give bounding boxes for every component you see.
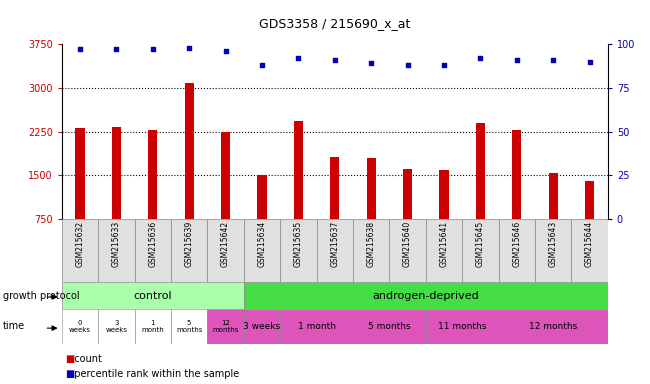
- Bar: [62, 309, 98, 344]
- Text: GDS3358 / 215690_x_at: GDS3358 / 215690_x_at: [259, 17, 410, 30]
- Bar: [426, 219, 462, 282]
- Bar: [389, 219, 426, 282]
- Bar: [98, 219, 135, 282]
- Text: GSM215642: GSM215642: [221, 221, 230, 267]
- Bar: [244, 282, 608, 309]
- Bar: [244, 219, 280, 282]
- Text: GSM215639: GSM215639: [185, 221, 194, 267]
- Bar: [244, 309, 280, 344]
- Bar: [148, 130, 157, 263]
- Text: control: control: [133, 291, 172, 301]
- Text: androgen-deprived: androgen-deprived: [372, 291, 479, 301]
- Bar: [135, 309, 171, 344]
- Text: ■: ■: [65, 354, 74, 364]
- Bar: [512, 130, 521, 263]
- Bar: [280, 309, 353, 344]
- Point: [475, 55, 486, 61]
- Text: percentile rank within the sample: percentile rank within the sample: [68, 369, 239, 379]
- Point: [439, 62, 449, 68]
- Point: [293, 55, 304, 61]
- Bar: [98, 309, 135, 344]
- Text: 12
months: 12 months: [213, 320, 239, 333]
- Text: 1 month: 1 month: [298, 322, 335, 331]
- Bar: [75, 128, 84, 263]
- Text: 1
month: 1 month: [142, 320, 164, 333]
- Text: 3
weeks: 3 weeks: [105, 320, 127, 333]
- Bar: [403, 169, 412, 263]
- Bar: [549, 173, 558, 263]
- Bar: [207, 219, 244, 282]
- Point: [512, 57, 522, 63]
- Point: [184, 45, 194, 51]
- Bar: [367, 158, 376, 263]
- Bar: [535, 219, 571, 282]
- Text: GSM215633: GSM215633: [112, 221, 121, 267]
- Text: GSM215643: GSM215643: [549, 221, 558, 267]
- Text: 5
months: 5 months: [176, 320, 202, 333]
- Text: time: time: [3, 321, 25, 331]
- Bar: [462, 219, 499, 282]
- Bar: [257, 175, 266, 263]
- Bar: [585, 181, 594, 263]
- Point: [366, 60, 376, 66]
- Text: GSM215646: GSM215646: [512, 221, 521, 267]
- Bar: [317, 219, 353, 282]
- Point: [548, 57, 558, 63]
- Text: 5 months: 5 months: [368, 322, 411, 331]
- Text: ■: ■: [65, 369, 74, 379]
- Bar: [499, 219, 535, 282]
- Text: GSM215634: GSM215634: [257, 221, 266, 267]
- Bar: [353, 219, 389, 282]
- Bar: [294, 121, 303, 263]
- Text: count: count: [68, 354, 102, 364]
- Bar: [62, 282, 244, 309]
- Point: [257, 62, 267, 68]
- Text: 11 months: 11 months: [438, 322, 486, 331]
- Bar: [571, 219, 608, 282]
- Text: 12 months: 12 months: [529, 322, 577, 331]
- Point: [220, 48, 231, 54]
- Text: GSM215644: GSM215644: [585, 221, 594, 267]
- Text: 3 weeks: 3 weeks: [243, 322, 281, 331]
- Point: [111, 46, 122, 53]
- Text: growth protocol: growth protocol: [3, 291, 80, 301]
- Text: GSM215641: GSM215641: [439, 221, 448, 267]
- Point: [584, 58, 595, 65]
- Bar: [185, 83, 194, 263]
- Bar: [112, 127, 121, 263]
- Bar: [221, 132, 230, 263]
- Bar: [280, 219, 317, 282]
- Bar: [426, 309, 499, 344]
- Bar: [330, 157, 339, 263]
- Text: GSM215636: GSM215636: [148, 221, 157, 267]
- Bar: [499, 309, 608, 344]
- Text: 0
weeks: 0 weeks: [69, 320, 91, 333]
- Text: GSM215635: GSM215635: [294, 221, 303, 267]
- Bar: [171, 219, 207, 282]
- Point: [75, 46, 85, 53]
- Text: GSM215645: GSM215645: [476, 221, 485, 267]
- Text: GSM215638: GSM215638: [367, 221, 376, 267]
- Point: [330, 57, 340, 63]
- Point: [402, 62, 413, 68]
- Text: GSM215632: GSM215632: [75, 221, 84, 267]
- Bar: [62, 219, 98, 282]
- Point: [148, 46, 158, 53]
- Bar: [353, 309, 426, 344]
- Bar: [135, 219, 171, 282]
- Text: GSM215637: GSM215637: [330, 221, 339, 267]
- Bar: [207, 309, 244, 344]
- Text: GSM215640: GSM215640: [403, 221, 412, 267]
- Bar: [476, 123, 485, 263]
- Bar: [171, 309, 207, 344]
- Bar: [439, 170, 448, 263]
